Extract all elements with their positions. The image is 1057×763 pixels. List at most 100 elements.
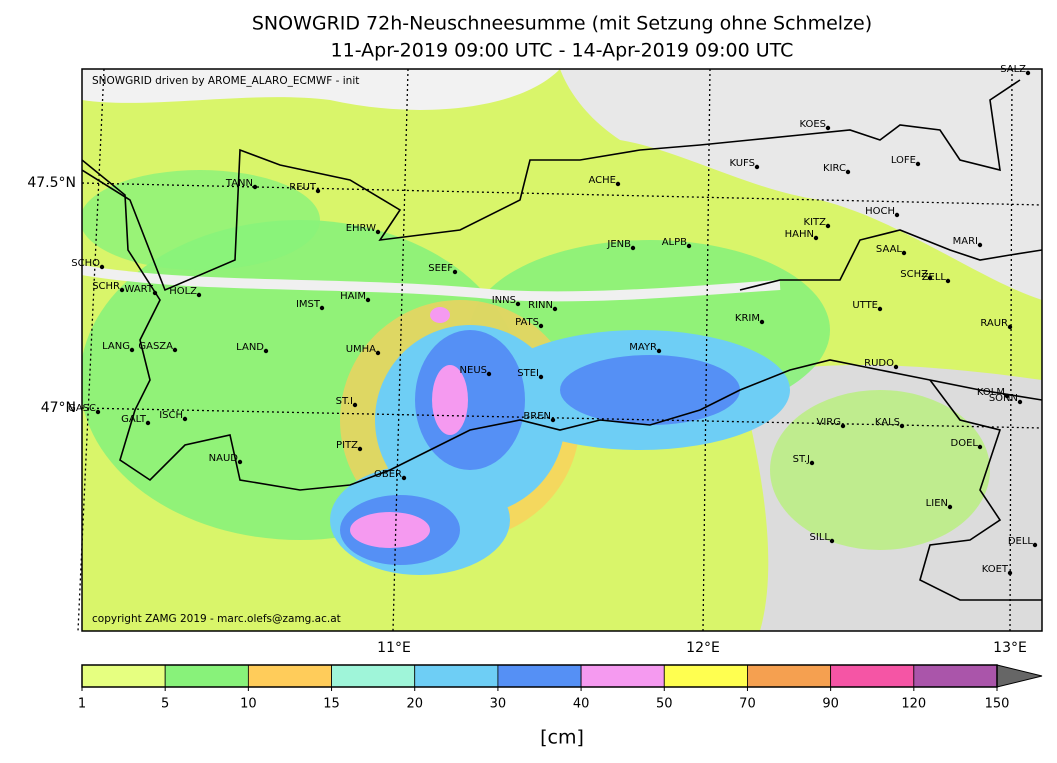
station-dot [152, 290, 158, 296]
station-dot [825, 125, 831, 131]
station-label: NEUS [460, 365, 487, 376]
station-dot [1032, 542, 1038, 548]
station-label: KOET [982, 564, 1009, 575]
station-dot [172, 347, 178, 353]
station-label: TANN [225, 178, 253, 189]
station-label: LOFE [891, 155, 916, 166]
station-label: UMHA [346, 344, 376, 355]
colorbar-tick-label: 70 [739, 697, 756, 712]
station-dot [196, 292, 202, 298]
station-dot [945, 278, 951, 284]
colorbar-tick-label: 120 [901, 697, 926, 712]
station-dot [119, 287, 125, 293]
colorbar-segment [81, 664, 166, 688]
station-label: RINN [528, 300, 553, 311]
station-dot [845, 169, 851, 175]
station-dot [1007, 570, 1013, 576]
station-label: RAUR [980, 318, 1008, 329]
station-dot [825, 223, 831, 229]
map-frame [81, 68, 1043, 632]
lat-label: 47.5°N [27, 175, 76, 191]
station-dot [901, 250, 907, 256]
colorbar-segment [414, 664, 499, 688]
colorbar-tick-label: 30 [490, 697, 507, 712]
colorbar-tick-label: 50 [656, 697, 673, 712]
station-label: GASZA [138, 341, 173, 352]
station-label: HAHN [785, 229, 814, 240]
station-dot [357, 446, 363, 452]
station-dot [615, 181, 621, 187]
station-dot [129, 347, 135, 353]
station-dot [315, 188, 321, 194]
station-label: KALS [875, 417, 900, 428]
station-dot [1025, 70, 1031, 76]
colorbar-unit: [cm] [540, 727, 584, 749]
station-dot [95, 409, 101, 415]
station-dot [899, 423, 905, 429]
station-dot [840, 423, 846, 429]
station-dot [237, 459, 243, 465]
station-dot [550, 417, 556, 423]
station-label: DELL [1008, 536, 1034, 547]
station-dot [352, 402, 358, 408]
colorbar-frame [81, 664, 998, 688]
station-label: ALPB [662, 237, 687, 248]
station-label: MARI [953, 236, 978, 247]
station-dot [486, 371, 492, 377]
station-label: SAAL [876, 244, 902, 255]
colorbar-segment [164, 664, 249, 688]
station-label: ISCH [159, 410, 183, 421]
station-dot [877, 306, 883, 312]
credit-bottom: copyright ZAMG 2019 - marc.olefs@zamg.ac… [92, 613, 341, 625]
station-dot [915, 161, 921, 167]
station-label: KOLM [977, 387, 1005, 398]
station-dot [252, 184, 258, 190]
station-label: SCHR [92, 281, 120, 292]
station-dot [686, 243, 692, 249]
station-label: MAYR [629, 342, 657, 353]
station-label: SCHZ [900, 269, 928, 280]
station-label: LANG [102, 341, 130, 352]
map-background [82, 69, 1042, 631]
station-label: DOEL [951, 438, 979, 449]
station-label: GALT [121, 414, 147, 425]
station-label: ZELL [922, 272, 947, 283]
colorbar-segment [663, 664, 748, 688]
station-dot [927, 275, 933, 281]
station-label: LIEN [926, 498, 948, 509]
station-dot [99, 264, 105, 270]
station-label: RUDO [864, 358, 894, 369]
lon-label: 11°E [377, 640, 411, 656]
station-label: ACHE [589, 175, 617, 186]
colorbar-tick-label: 15 [323, 697, 340, 712]
title: SNOWGRID 72h-Neuschneesumme (mit Setzung… [252, 13, 872, 35]
colorbar-tick-label: 90 [822, 697, 839, 712]
station-label: IMST [296, 299, 321, 310]
colorbar-tick-label: 10 [240, 697, 257, 712]
station-label: PITZ [336, 440, 358, 451]
colorbar-segment [913, 664, 998, 688]
station-label: KUFS [729, 158, 755, 169]
colorbar-extend [996, 664, 1043, 688]
station-dot [452, 269, 458, 275]
lat-label: 47°N [41, 400, 76, 416]
station-label: HOLZ [169, 286, 197, 297]
station-label: GASC [68, 403, 96, 414]
station-label: ST.I [336, 396, 353, 407]
station-dot [375, 229, 381, 235]
station-dot [656, 348, 662, 354]
station-label: SALZ [1000, 64, 1026, 75]
colorbar-segment [747, 664, 832, 688]
subtitle: 11-Apr-2019 09:00 UTC - 14-Apr-2019 09:0… [331, 40, 794, 62]
station-dot [515, 301, 521, 307]
station-label: SCHO [71, 258, 100, 269]
station-dot [365, 297, 371, 303]
station-dot [1004, 393, 1010, 399]
station-dot [813, 235, 819, 241]
colorbar-tick-label: 5 [161, 697, 169, 712]
colorbar-tick-label: 20 [406, 697, 423, 712]
station-dot [809, 460, 815, 466]
lon-label: 13°E [993, 640, 1027, 656]
station-dot [1017, 399, 1023, 405]
